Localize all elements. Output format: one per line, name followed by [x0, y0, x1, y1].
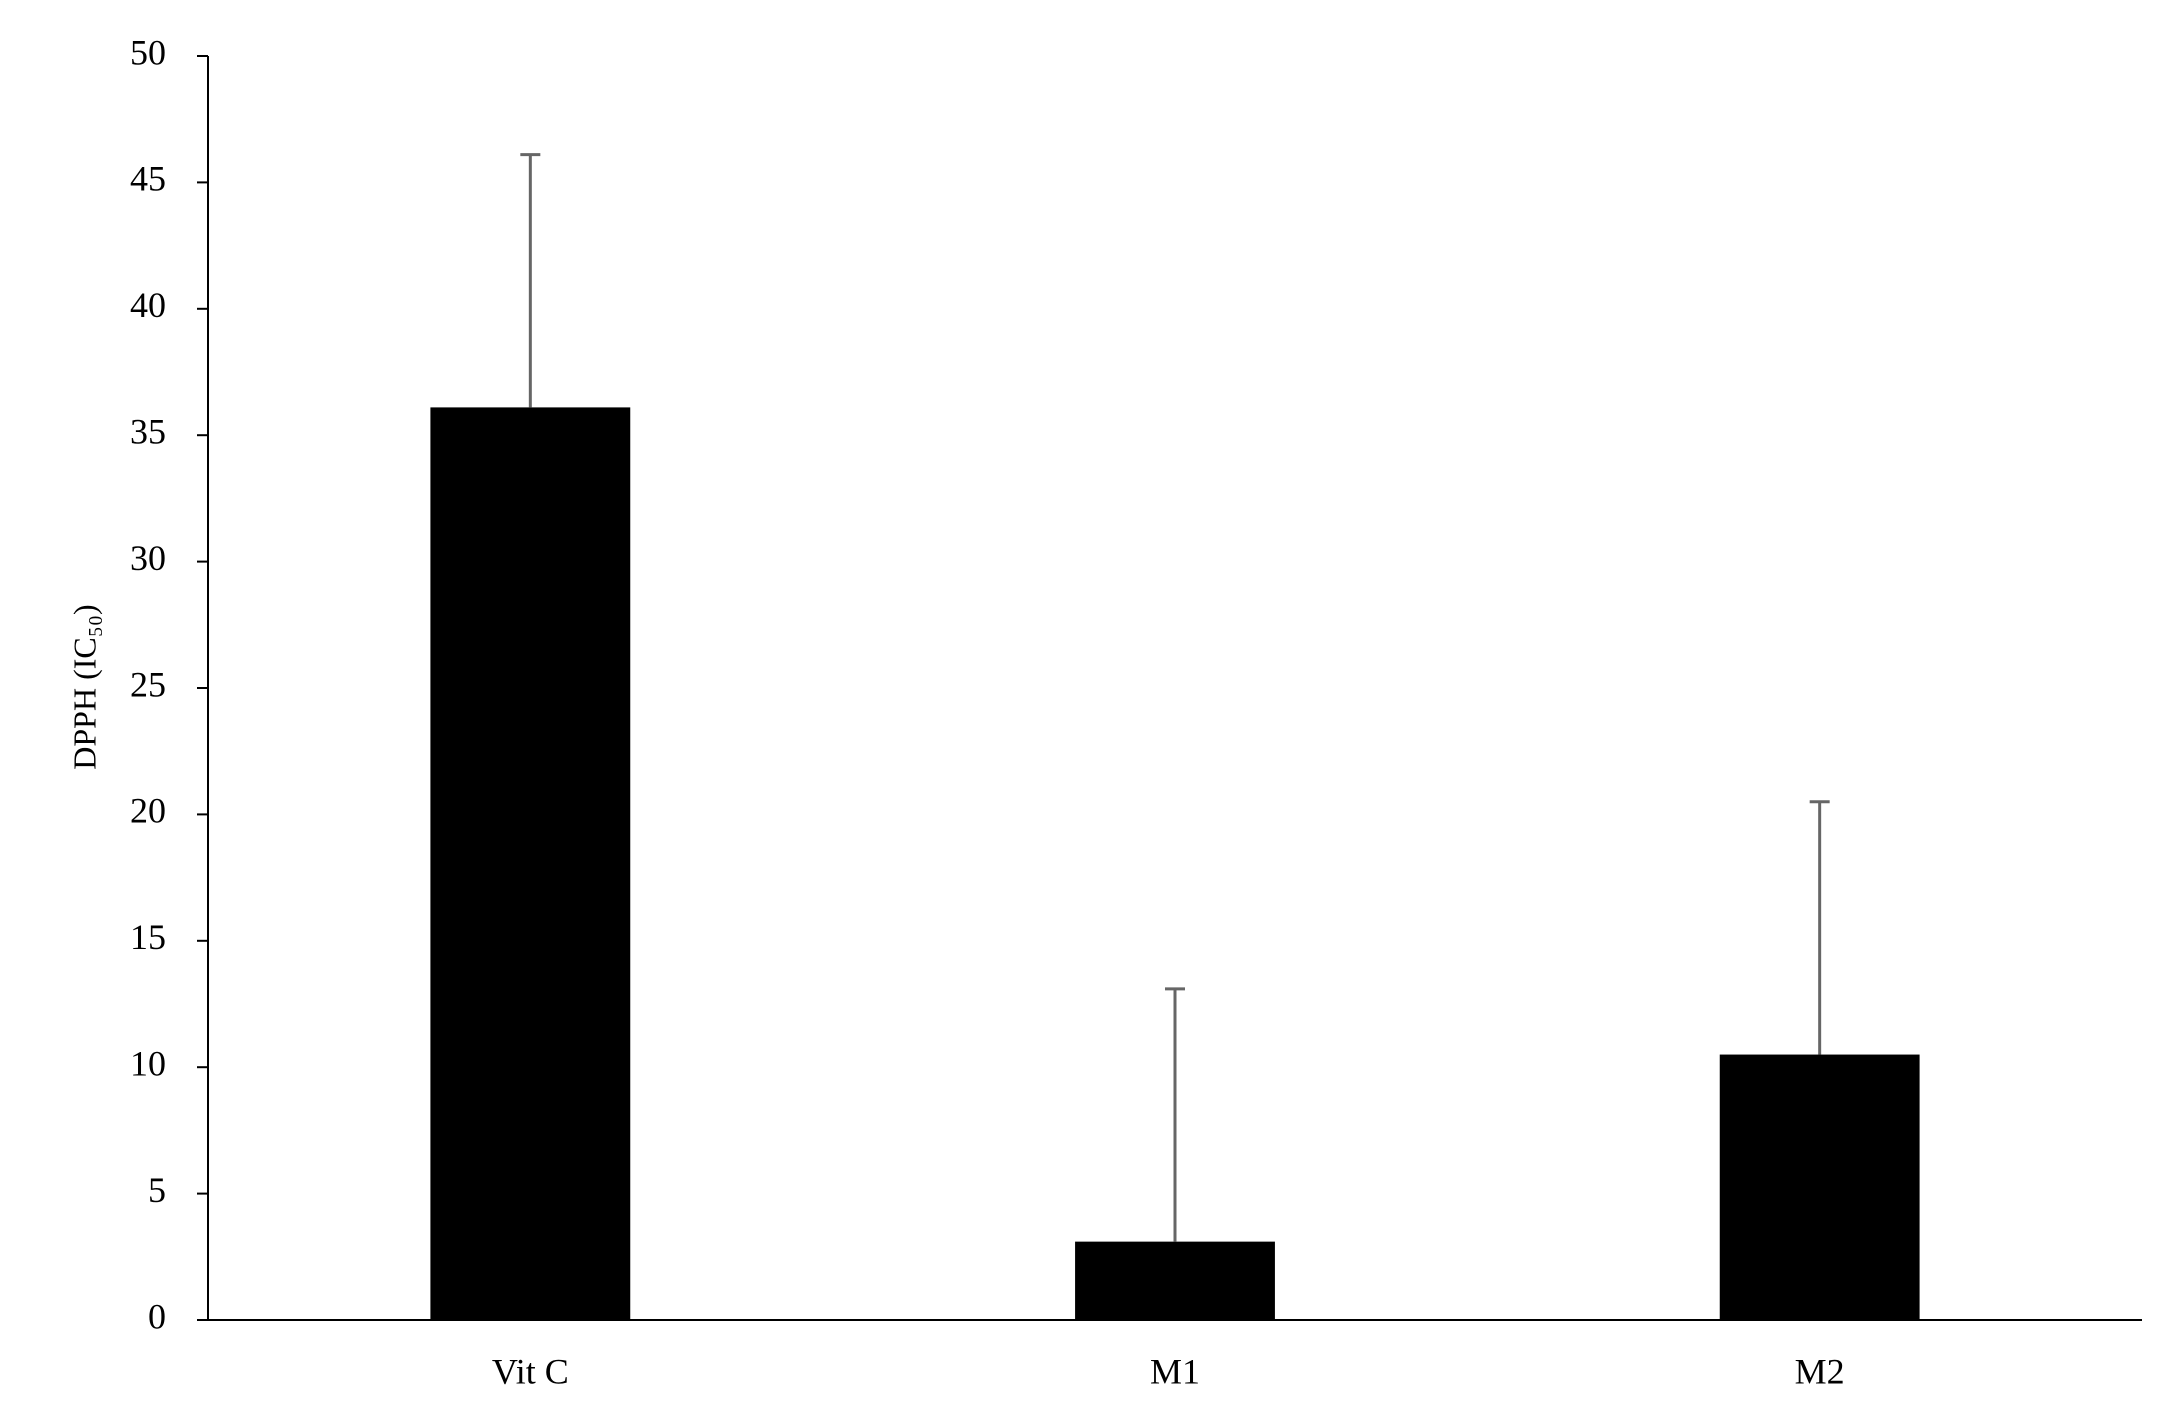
y-tick-label: 15: [130, 917, 166, 957]
bar: [430, 407, 631, 1321]
y-tick-label: 20: [130, 791, 166, 831]
y-tick-label: 30: [130, 538, 166, 578]
x-tick-label: M1: [1150, 1351, 1200, 1391]
y-tick-label: 50: [130, 32, 166, 72]
error-bar: [1165, 987, 1185, 1242]
y-tick-label: 0: [148, 1296, 166, 1336]
y-tick-label: 45: [130, 159, 166, 199]
y-tick-label: 25: [130, 664, 166, 704]
bar: [1719, 1054, 1920, 1320]
x-tick-label: Vit C: [492, 1351, 569, 1391]
y-axis-label: DPPH (IC₅₀): [66, 604, 102, 769]
y-tick-label: 35: [130, 411, 166, 451]
y-tick-label: 10: [130, 1043, 166, 1083]
bar: [1075, 1241, 1275, 1320]
error-bar: [520, 153, 541, 408]
y-tick-label: 40: [130, 285, 166, 325]
error-bar: [1809, 800, 1830, 1055]
x-tick-label: M2: [1795, 1351, 1845, 1391]
y-tick-label: 5: [148, 1170, 166, 1210]
